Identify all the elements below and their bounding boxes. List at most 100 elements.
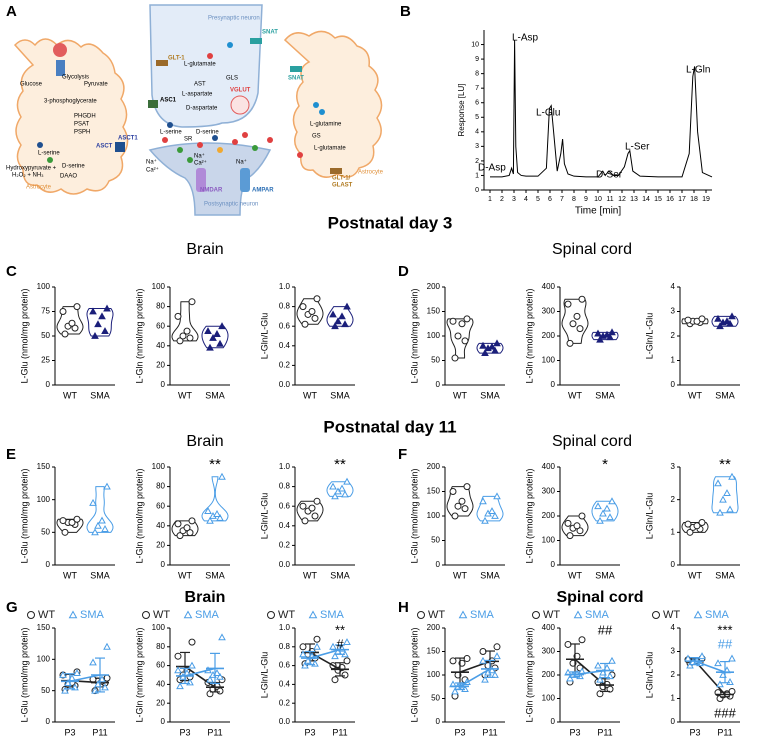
diagram-label: 3-phosphoglycerate [44, 99, 97, 105]
x-tick-label: 9 [584, 196, 588, 203]
y-tick-label: 20 [156, 541, 165, 550]
data-point [216, 672, 224, 680]
significance: ## [598, 622, 613, 637]
data-point [313, 642, 321, 650]
region-title: Spinal cord [552, 433, 632, 450]
x-tick-label: 15 [654, 196, 662, 203]
diagram-label: Ca²⁺ [146, 167, 159, 174]
data-point [566, 674, 574, 682]
y-axis-label: Response [LU] [457, 84, 466, 137]
x-tick-label: WT [568, 390, 582, 400]
data-point [308, 308, 316, 315]
diagram-label: Glycolysis [62, 75, 89, 81]
y-tick-label: 1 [671, 527, 676, 536]
data-point [301, 517, 309, 525]
y-tick-label: 100 [37, 495, 51, 504]
y-tick-label: 150 [37, 623, 51, 632]
y-tick-label: 0 [161, 380, 166, 389]
data-point [684, 316, 692, 324]
x-tick-label: P3 [179, 727, 190, 737]
diagram-label: GLS [226, 76, 238, 82]
diagram-label: PHGDH [74, 114, 96, 120]
data-point [341, 320, 349, 328]
diagram-label: Presynaptic neuron [208, 16, 260, 22]
data-point [566, 339, 574, 347]
y-tick-label: 0.4 [279, 341, 291, 350]
data-point [313, 497, 321, 505]
y-tick-label: 0.6 [279, 661, 291, 670]
violin [711, 476, 739, 514]
diagram-label: SNAT [288, 76, 304, 82]
x-tick-label: 5 [536, 196, 540, 203]
violin [446, 318, 474, 359]
significance: *** [717, 622, 732, 637]
y-tick-label: 100 [427, 670, 441, 679]
data-point [68, 319, 76, 327]
data-point [341, 490, 349, 498]
x-tick-label: 19 [702, 196, 710, 203]
data-point [338, 484, 346, 492]
y-tick-label: 50 [431, 356, 440, 365]
y-axis-label: L-Gln (nmol/mg protein) [134, 468, 144, 563]
data-point [686, 528, 694, 536]
y-tick-label: 0.6 [279, 501, 291, 510]
x-tick-label: WT [303, 390, 317, 400]
y-tick-label: 0 [551, 717, 556, 726]
y-tick-label: 150 [427, 307, 441, 316]
y-tick-label: 200 [542, 670, 556, 679]
data-point [576, 527, 584, 535]
data-point [714, 314, 722, 322]
data-point [61, 330, 69, 338]
data-point [698, 315, 706, 323]
data-point [449, 317, 457, 325]
x-tick-label: SMA [90, 570, 110, 580]
data-point [206, 343, 214, 351]
data-point [728, 472, 736, 480]
legend-label: WT [278, 609, 295, 621]
data-point [606, 513, 614, 521]
diagram-label: L-serine [160, 130, 182, 136]
data-point [183, 327, 191, 335]
y-tick-label: 0.0 [279, 380, 291, 389]
significance: ** [209, 456, 221, 473]
mean-line [694, 660, 726, 673]
data-point [176, 532, 184, 540]
receptor [196, 168, 206, 192]
y-tick-label: 1.0 [279, 462, 291, 471]
data-point [608, 497, 616, 505]
y-tick-label: 0 [551, 560, 556, 569]
panel-label: D [398, 263, 409, 280]
vesicle [230, 95, 250, 115]
data-point [101, 327, 109, 334]
y-tick-label: 200 [427, 282, 441, 291]
x-tick-label: SMA [715, 390, 735, 400]
y-tick-label: 150 [37, 462, 51, 471]
data-point [73, 669, 81, 677]
data-point [723, 317, 731, 325]
data-point [454, 332, 462, 340]
data-point [449, 488, 457, 495]
data-point [493, 492, 501, 500]
data-point [176, 682, 184, 690]
data-point [218, 322, 226, 330]
y-axis-label: L-Gln (nmol/mg protein) [524, 627, 534, 722]
data-point [204, 507, 212, 514]
data-point [458, 497, 466, 505]
y-tick-label: 3 [671, 307, 676, 316]
y-tick-label: 40 [156, 341, 165, 350]
chromatogram-line [490, 40, 713, 178]
y-tick-label: 0.4 [279, 521, 291, 530]
data-point [299, 650, 307, 658]
data-point [693, 522, 701, 530]
data-point [461, 505, 469, 513]
data-point [91, 331, 99, 339]
y-tick-label: 0 [671, 380, 676, 389]
significance: ** [719, 456, 731, 473]
diagram-label: ASCT [96, 144, 113, 150]
x-tick-label: P3 [304, 727, 315, 737]
data-point [596, 335, 604, 343]
x-tick-label: SMA [480, 390, 500, 400]
x-tick-label: SMA [480, 570, 500, 580]
data-point [206, 516, 214, 524]
diagram-label: Astrocyte [358, 170, 384, 176]
